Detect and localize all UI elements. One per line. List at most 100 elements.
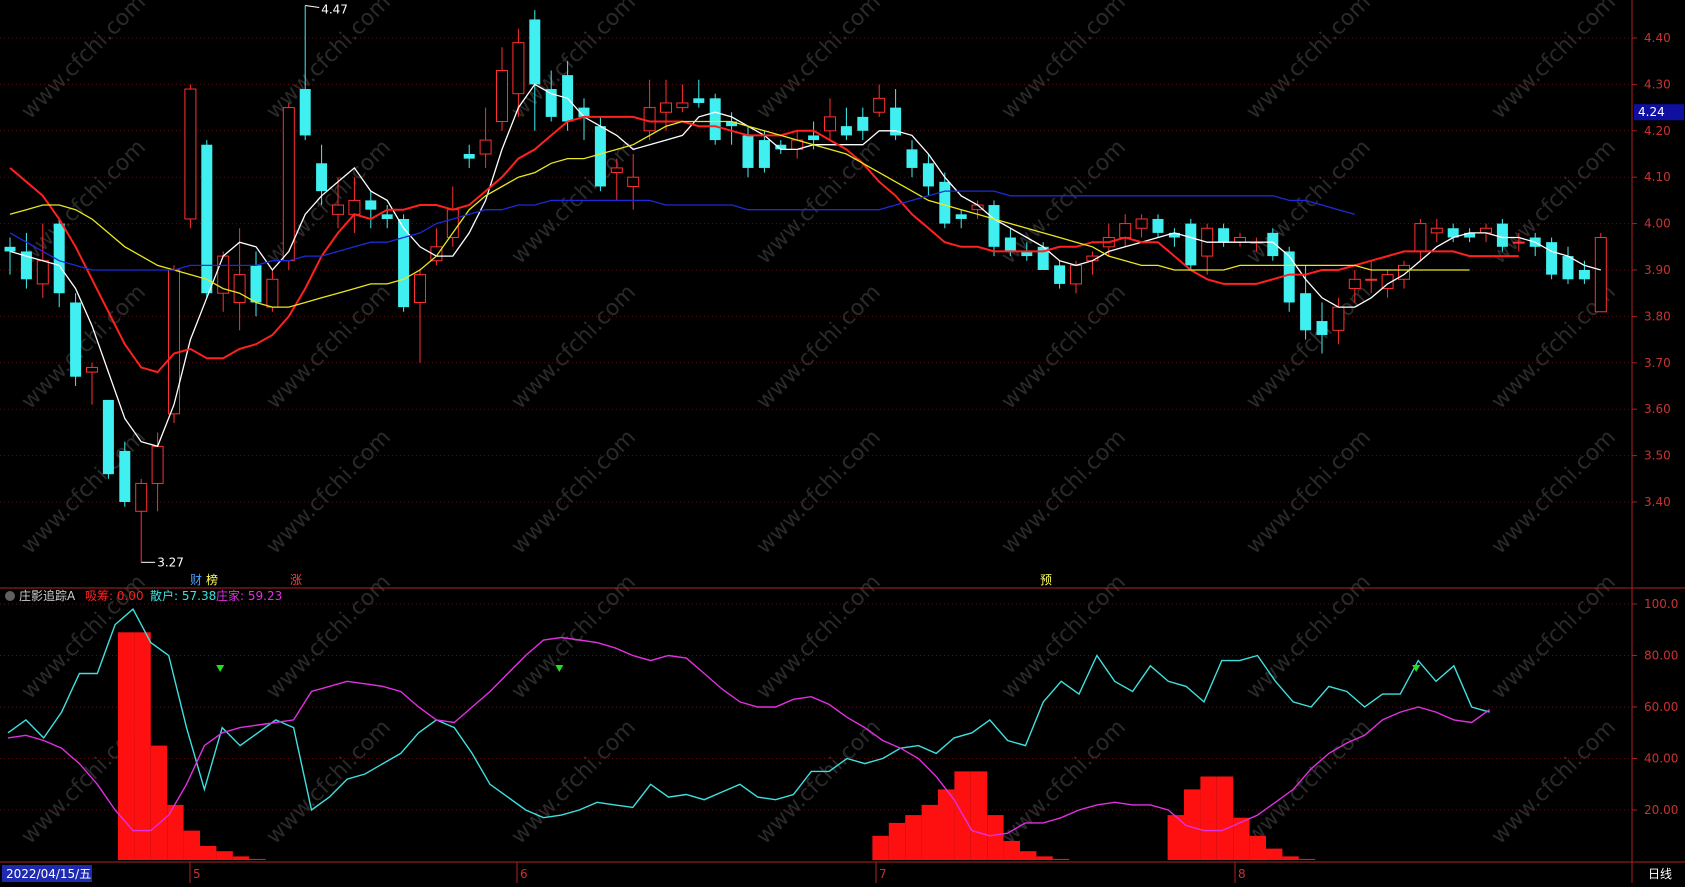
absorb-bar [1167,815,1184,860]
candle-body [512,42,525,95]
price-axis[interactable]: 4.40 4.30 4.20 4.10 4.00 3.90 3.80 3.70 3.60 3.50… [1632,31,1671,509]
watermark-text: www.cfchi.com [752,135,886,269]
event-marker-forecast[interactable]: 预 [1040,573,1052,587]
indicator-title[interactable]: 庄影追踪A [19,588,76,603]
price-tick-label: 3.70 [1644,356,1671,370]
candle-body [266,278,279,308]
high-price-annotation: 4.47 [321,3,348,17]
candle-body [758,140,770,168]
period-selector[interactable]: 日线 [1648,867,1672,881]
absorb-bar [1036,856,1053,860]
candle-body [709,98,721,141]
absorb-bar [1266,848,1283,860]
candle-body [775,144,787,150]
low-price-annotation: 3.27 [157,555,184,569]
price-tick-label: 3.50 [1644,449,1671,463]
candle-body [1430,227,1443,234]
moving-average-lines [9,83,1601,448]
candle-body [922,163,934,187]
candle-body [1398,264,1410,280]
candle-body [86,366,98,373]
watermark-text: www.cfchi.com [752,0,886,124]
time-tick-label: 7 [879,867,887,881]
absorb-bar [1020,851,1037,860]
watermark-text: www.cfchi.com [17,280,151,414]
absorb-bar [1233,817,1250,860]
absorb-bar [1184,789,1201,860]
legend-dealer: 庄家: 59.23 [216,588,282,603]
moving-average-line [9,83,1601,448]
watermark-text: www.cfchi.com [507,280,641,414]
absorb-bar [134,632,151,860]
candle-body [1152,218,1164,233]
candle-body [1135,218,1148,229]
watermark-text: www.cfchi.com [262,280,396,414]
candle-body [594,126,606,187]
candle-body [299,89,311,136]
candle-body [1185,223,1197,266]
candle-body [1004,237,1016,252]
watermark-text: www.cfchi.com [997,715,1131,849]
candle-body [643,107,656,132]
candle-body [824,116,836,132]
candle-body [988,205,1000,247]
candle-body [184,88,197,220]
candle-body [1267,232,1279,257]
absorb-bar [200,846,217,860]
watermark-text: www.cfchi.com [752,425,886,559]
watermark-text: www.cfchi.com [997,570,1131,704]
absorb-bar [118,632,135,860]
buy-signal-icon [216,665,225,672]
candle-body [955,214,967,219]
candle-body [201,144,213,294]
candle-body [578,107,590,117]
watermark-text: www.cfchi.com [1487,425,1621,559]
watermark-text: www.cfchi.com [752,570,886,704]
candle-body [627,176,640,187]
watermark-text: www.cfchi.com [997,135,1131,269]
candle-body [430,246,443,262]
candle-body [906,149,918,168]
price-tick-label: 4.40 [1644,31,1671,45]
candle-body [1594,237,1607,313]
indicator-legend: 庄影追踪A 吸筹: 0.00 散户: 57.38 庄家: 59.23 [5,588,282,603]
event-marker-rank[interactable]: 榜 [206,572,218,587]
moving-average-line [9,190,1355,271]
candle-body [1496,223,1508,247]
candle-body [168,269,180,415]
candle-body [1578,270,1590,280]
moving-average-line [9,115,1519,374]
candle-body [119,450,131,502]
watermark-text: www.cfchi.com [17,0,151,124]
indicator-tick-label: 60.00 [1644,700,1678,714]
candle-body [857,116,869,131]
high-arrow [305,5,320,9]
candle-body [1218,228,1230,243]
candle-body [1546,242,1558,275]
price-tick-label: 3.60 [1644,402,1671,416]
time-axis: 5 6 7 8 [189,862,1246,883]
candle-body [151,445,164,484]
absorb-bar [1249,835,1266,861]
watermark-text: www.cfchi.com [1487,0,1621,124]
candle-body [693,98,705,103]
candle-body [348,199,361,215]
event-marker-finance[interactable]: 财 [190,573,202,587]
candle-body [316,163,328,192]
candle-body [135,482,148,512]
event-marker-rise[interactable]: 涨 [290,572,302,587]
indicator-panel: 100.0 80.00 60.00 40.00 20.00 [0,597,1678,861]
absorb-bar [167,804,184,860]
watermark-text: www.cfchi.com [1242,425,1376,559]
candle-body [332,204,344,215]
candle-body [1316,321,1328,335]
absorb-bar [1200,776,1217,860]
chevron-down-icon[interactable] [5,591,15,601]
watermark-text: www.cfchi.com [752,280,886,414]
absorb-bar [183,830,200,860]
candle-body [840,126,852,136]
candle-body [1021,251,1033,257]
absorb-bar [938,789,955,860]
current-price-badge [1634,104,1684,121]
candle-body [1037,246,1049,270]
